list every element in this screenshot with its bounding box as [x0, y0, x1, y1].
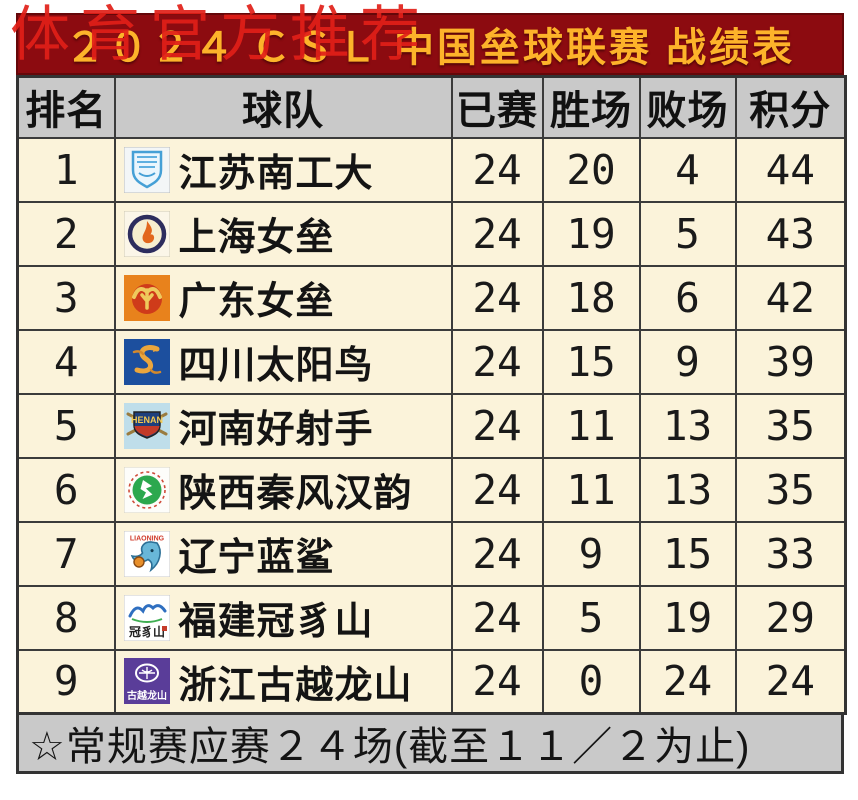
losses-cell: 9	[638, 328, 737, 395]
col-header-team: 球队	[113, 75, 453, 139]
rank-cell: 9	[16, 648, 116, 715]
points-cell: 43	[734, 200, 847, 267]
points-cell: 39	[734, 328, 847, 395]
losses-cell: 15	[638, 520, 737, 587]
team-logo-shaanxi-green-circle-icon	[123, 466, 170, 513]
rank-cell: 8	[16, 584, 116, 651]
wins-cell: 20	[541, 136, 641, 203]
henan-logo-text: HENAN	[130, 415, 162, 425]
points-cell: 35	[734, 456, 847, 523]
wins-cell: 0	[541, 648, 641, 715]
team-logo-liaoning-shark-icon: LIAONING	[123, 530, 170, 577]
points-cell: 29	[734, 584, 847, 651]
table-header-row: 排名 球队 已赛 胜场 败场 积分	[16, 75, 847, 139]
played-cell: 24	[450, 200, 544, 267]
table-row: 3 广东女垒 24 18 6 42	[16, 264, 847, 331]
team-name: 四川太阳鸟	[178, 345, 374, 387]
team-logo-zhejiang-purple-emblem-icon: 古越龙山	[123, 658, 170, 705]
col-header-rank: 排名	[16, 75, 116, 139]
rank-cell: 4	[16, 328, 116, 395]
wins-cell: 11	[541, 392, 641, 459]
played-cell: 24	[450, 648, 544, 715]
team-name: 陕西秦风汉韵	[178, 473, 413, 515]
wins-cell: 15	[541, 328, 641, 395]
title-banner: ２０２４ ＣＳＬ 中国垒球联赛 战绩表	[16, 13, 844, 75]
points-cell: 42	[734, 264, 847, 331]
team-logo-jiangsu-university-shield-icon	[123, 146, 170, 193]
points-cell: 24	[734, 648, 847, 715]
col-header-points: 积分	[734, 75, 847, 139]
team-name: 河南好射手	[178, 409, 374, 451]
col-header-wins: 胜场	[541, 75, 641, 139]
played-cell: 24	[450, 520, 544, 587]
team-cell: LIAONING 辽宁蓝鲨	[113, 520, 453, 587]
losses-cell: 13	[638, 456, 737, 523]
team-cell: 古越龙山 浙江古越龙山	[113, 648, 453, 715]
team-cell: 陕西秦风汉韵	[113, 456, 453, 523]
team-name: 浙江古越龙山	[178, 664, 413, 707]
wins-cell: 19	[541, 200, 641, 267]
col-header-played: 已赛	[450, 75, 544, 139]
played-cell: 24	[450, 584, 544, 651]
played-cell: 24	[450, 264, 544, 331]
zhejiang-logo-text: 古越龙山	[127, 689, 167, 702]
team-cell: 江苏南工大	[113, 136, 453, 203]
table-row: 2 上海女垒 24 19 5 43	[16, 200, 847, 267]
table-row: 5 HENAN 河南好射手 24 11	[16, 392, 847, 459]
team-cell: HENAN 河南好射手	[113, 392, 453, 459]
played-cell: 24	[450, 456, 544, 523]
team-logo-shanghai-flame-badge-icon	[123, 210, 170, 257]
rank-cell: 6	[16, 456, 116, 523]
rank-cell: 5	[16, 392, 116, 459]
team-name: 上海女垒	[178, 217, 335, 259]
table-row: 8 冠豸山 福建冠豸山 24 5 1	[16, 584, 847, 651]
wins-cell: 11	[541, 456, 641, 523]
team-logo-guangdong-ram-icon	[123, 274, 170, 321]
footnote-text: ☆常规赛应赛２４场(截至１１／２为止)	[29, 725, 751, 769]
table-row: 9 古越龙山 浙江古越龙山 24 0 24 24	[16, 648, 847, 715]
rank-cell: 3	[16, 264, 116, 331]
wins-cell: 5	[541, 584, 641, 651]
played-cell: 24	[450, 392, 544, 459]
team-name: 江苏南工大	[178, 153, 374, 195]
standings-table: 排名 球队 已赛 胜场 败场 积分 1	[16, 75, 847, 715]
team-cell: 上海女垒	[113, 200, 453, 267]
played-cell: 24	[450, 136, 544, 203]
team-name: 广东女垒	[178, 281, 335, 323]
team-cell: 广东女垒	[113, 264, 453, 331]
rank-cell: 2	[16, 200, 116, 267]
footnote-bar: ☆常规赛应赛２４场(截至１１／２为止)	[16, 712, 844, 774]
wins-cell: 9	[541, 520, 641, 587]
page-title: ２０２４ ＣＳＬ 中国垒球联赛 战绩表	[64, 26, 796, 70]
team-logo-sichuan-sunbird-icon	[123, 338, 170, 385]
table-row: 4 四川太阳鸟 24 15 9 39	[16, 328, 847, 395]
played-cell: 24	[450, 328, 544, 395]
table-row: 6 陕西秦风汉韵 24 11 13 35	[16, 456, 847, 523]
col-header-losses: 败场	[638, 75, 737, 139]
team-logo-henan-shield-icon: HENAN	[123, 402, 170, 449]
losses-cell: 4	[638, 136, 737, 203]
wins-cell: 18	[541, 264, 641, 331]
points-cell: 35	[734, 392, 847, 459]
rank-cell: 7	[16, 520, 116, 587]
team-name: 福建冠豸山	[178, 601, 374, 643]
losses-cell: 5	[638, 200, 737, 267]
points-cell: 33	[734, 520, 847, 587]
losses-cell: 6	[638, 264, 737, 331]
rank-cell: 1	[16, 136, 116, 203]
table-row: 1 江苏南工大 24 20 4 44	[16, 136, 847, 203]
losses-cell: 13	[638, 392, 737, 459]
liaoning-logo-text: LIAONING	[129, 535, 164, 542]
team-cell: 冠豸山 福建冠豸山	[113, 584, 453, 651]
table-row: 7 LIAONING 辽宁蓝鲨 24 9	[16, 520, 847, 587]
losses-cell: 19	[638, 584, 737, 651]
team-logo-fujian-mountain-icon: 冠豸山	[123, 594, 170, 641]
points-cell: 44	[734, 136, 847, 203]
fujian-logo-text: 冠豸山	[129, 624, 165, 639]
team-cell: 四川太阳鸟	[113, 328, 453, 395]
team-name: 辽宁蓝鲨	[178, 537, 335, 579]
losses-cell: 24	[638, 648, 737, 715]
